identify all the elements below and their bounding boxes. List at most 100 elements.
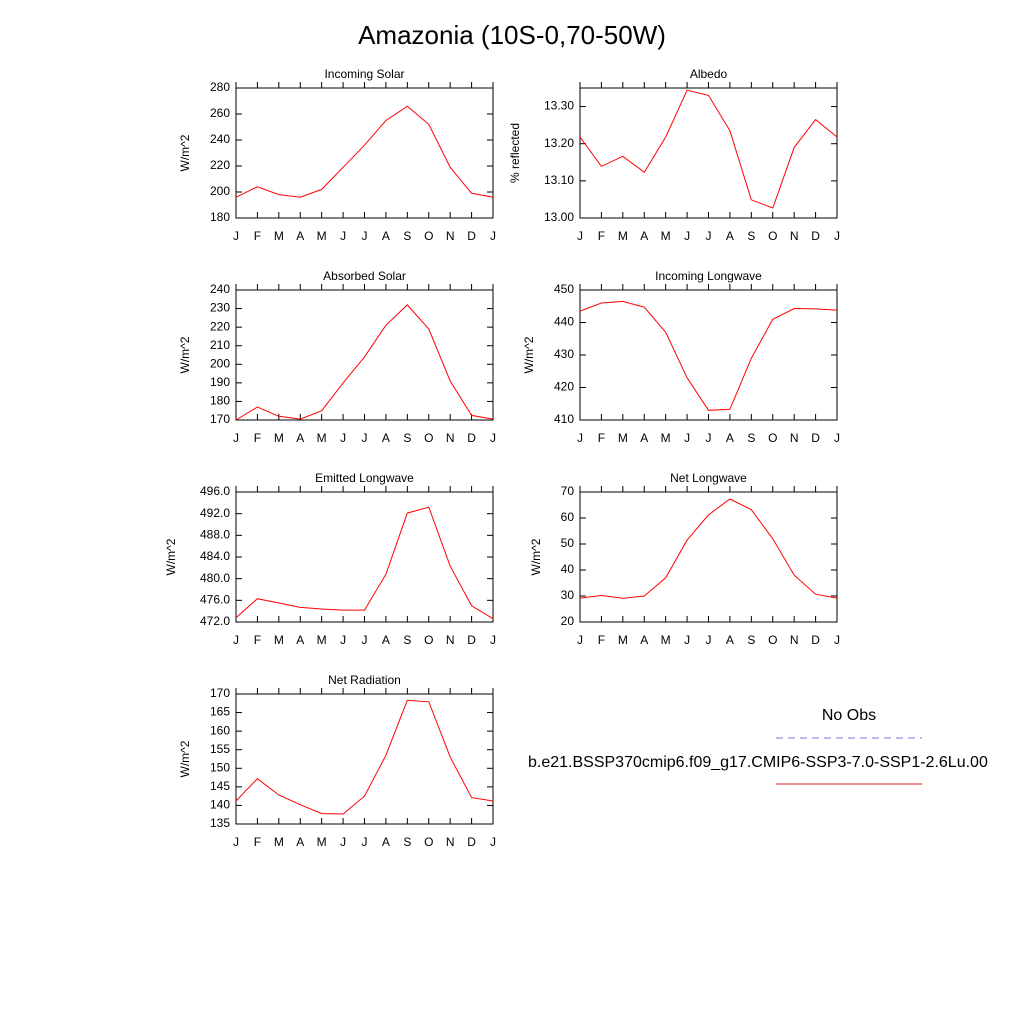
panel-title: Incoming Solar: [324, 67, 404, 81]
y-tick-label: 220: [210, 319, 230, 333]
x-tick-label: J: [362, 835, 368, 849]
x-tick-label: N: [790, 633, 799, 647]
x-tick-label: S: [403, 633, 411, 647]
x-tick-label: O: [424, 835, 433, 849]
y-tick-label: 170: [210, 412, 230, 426]
x-tick-label: O: [768, 229, 777, 243]
y-tick-label: 200: [210, 356, 230, 370]
x-tick-label: A: [726, 633, 734, 647]
x-tick-label: A: [296, 835, 304, 849]
data-line: [235, 304, 494, 421]
y-axis-label: W/m^2: [178, 134, 192, 171]
x-tick-label: O: [768, 431, 777, 445]
y-tick-label: 155: [210, 742, 230, 756]
plot-frame: [235, 693, 494, 825]
panel-title: Net Longwave: [670, 471, 747, 485]
x-tick-label: D: [811, 229, 820, 243]
x-tick-label: J: [684, 633, 690, 647]
x-tick-label: A: [640, 633, 648, 647]
x-tick-label: J: [577, 229, 583, 243]
x-tick-label: J: [362, 229, 368, 243]
x-tick-label: A: [296, 431, 304, 445]
x-tick-label: A: [640, 229, 648, 243]
y-axis-label: % reflected: [508, 123, 522, 183]
x-tick-label: M: [317, 835, 327, 849]
y-tick-label: 200: [210, 184, 230, 198]
y-axis-label: W/m^2: [178, 336, 192, 373]
x-tick-label: A: [296, 229, 304, 243]
plot-frame: [579, 289, 838, 421]
y-tick-label: 50: [561, 536, 575, 550]
y-tick-label: 220: [210, 158, 230, 172]
y-tick-label: 20: [561, 614, 575, 628]
x-tick-label: D: [467, 431, 476, 445]
x-tick-label: J: [490, 431, 496, 445]
data-line: [579, 89, 838, 209]
y-tick-label: 480.0: [200, 571, 230, 585]
x-tick-label: J: [340, 835, 346, 849]
y-tick-label: 145: [210, 779, 230, 793]
x-tick-label: M: [618, 229, 628, 243]
y-axis-label: W/m^2: [529, 538, 543, 575]
x-tick-label: F: [598, 229, 605, 243]
figure-title: Amazonia (10S-0,70-50W): [358, 20, 666, 50]
legend-label: b.e21.BSSP370cmip6.f09_g17.CMIP6-SSP3-7.…: [528, 754, 988, 771]
y-tick-label: 484.0: [200, 549, 230, 563]
x-tick-label: M: [274, 835, 284, 849]
plot-frame: [579, 87, 838, 219]
x-tick-label: S: [747, 431, 755, 445]
y-tick-label: 180: [210, 394, 230, 408]
data-line: [235, 105, 494, 198]
y-tick-label: 476.0: [200, 593, 230, 607]
x-tick-label: M: [274, 229, 284, 243]
data-line: [235, 699, 494, 815]
y-tick-label: 40: [561, 562, 575, 576]
y-tick-label: 190: [210, 375, 230, 389]
y-tick-label: 240: [210, 132, 230, 146]
y-tick-label: 260: [210, 106, 230, 120]
y-tick-label: 472.0: [200, 614, 230, 628]
x-tick-label: J: [490, 835, 496, 849]
x-tick-label: D: [467, 633, 476, 647]
plot-frame: [235, 87, 494, 219]
y-tick-label: 60: [561, 510, 575, 524]
x-tick-label: M: [661, 431, 671, 445]
x-tick-label: F: [254, 229, 261, 243]
x-tick-label: M: [274, 633, 284, 647]
x-tick-label: N: [790, 431, 799, 445]
legend-label: No Obs: [822, 707, 876, 724]
x-tick-label: J: [362, 633, 368, 647]
x-tick-label: J: [233, 633, 239, 647]
y-axis-label: W/m^2: [164, 538, 178, 575]
plot-frame: [235, 491, 494, 623]
x-tick-label: J: [233, 835, 239, 849]
x-tick-label: N: [446, 431, 455, 445]
x-tick-label: J: [834, 229, 840, 243]
x-tick-label: J: [340, 633, 346, 647]
y-tick-label: 450: [554, 282, 574, 296]
x-tick-label: J: [706, 633, 712, 647]
x-tick-label: M: [618, 633, 628, 647]
panel-title: Absorbed Solar: [323, 269, 406, 283]
y-tick-label: 160: [210, 723, 230, 737]
y-tick-label: 13.20: [544, 136, 574, 150]
y-tick-label: 440: [554, 315, 574, 329]
x-tick-label: M: [317, 633, 327, 647]
x-tick-label: N: [446, 229, 455, 243]
x-tick-label: J: [706, 431, 712, 445]
x-tick-label: M: [661, 633, 671, 647]
y-tick-label: 420: [554, 380, 574, 394]
x-tick-label: F: [598, 633, 605, 647]
panel-title: Net Radiation: [328, 673, 401, 687]
y-tick-label: 13.10: [544, 173, 574, 187]
x-tick-label: A: [640, 431, 648, 445]
x-tick-label: S: [403, 835, 411, 849]
x-tick-label: J: [490, 633, 496, 647]
y-tick-label: 230: [210, 301, 230, 315]
y-tick-label: 135: [210, 816, 230, 830]
x-tick-label: J: [233, 431, 239, 445]
data-line: [579, 498, 838, 599]
panel-title: Incoming Longwave: [655, 269, 762, 283]
plot-frame: [235, 289, 494, 421]
y-tick-label: 13.30: [544, 99, 574, 113]
